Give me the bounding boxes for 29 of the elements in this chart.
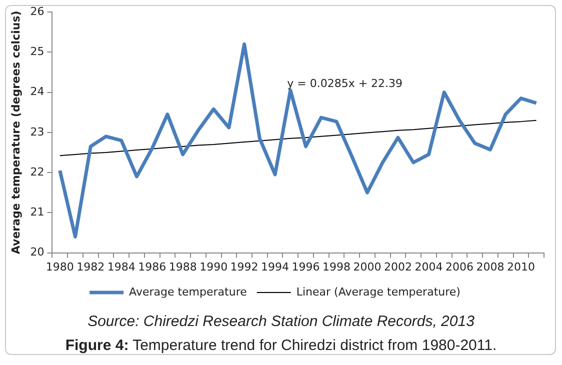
- x-tick-label: 2008: [476, 260, 504, 274]
- y-tick-label: 21: [30, 206, 44, 219]
- y-tick-label: 25: [30, 44, 44, 58]
- y-tick-label: 24: [30, 85, 44, 98]
- x-tick-label: 1992: [230, 260, 258, 274]
- y-tick-label: 26: [30, 4, 44, 18]
- x-tick-label: 1988: [168, 260, 197, 274]
- x-tick-label: 2010: [506, 260, 535, 274]
- y-tick-label: 22: [30, 165, 44, 178]
- x-tick-label: 2006: [445, 260, 474, 274]
- x-tick-label: 2002: [384, 260, 412, 274]
- x-tick-label: 1998: [322, 260, 351, 274]
- y-axis-title: Average temperature (degrees celcius): [9, 10, 22, 254]
- x-tick-label: 1984: [107, 260, 136, 274]
- y-tick-label: 23: [30, 125, 44, 138]
- source-note: Source: Chiredzi Research Station Climate Records, 2013: [86, 313, 476, 330]
- legend-label: Linear (Average temperature): [296, 285, 460, 298]
- x-tick-label: 1982: [76, 260, 105, 274]
- y-tick-label: 20: [30, 246, 44, 259]
- x-tick-label: 1994: [261, 260, 290, 274]
- x-tick-label: 1980: [46, 260, 74, 274]
- x-tick-label: 2004: [414, 260, 443, 274]
- x-tick-label: 2000: [353, 260, 382, 274]
- x-tick-label: 1990: [200, 260, 228, 274]
- x-tick-label: 1996: [292, 260, 320, 274]
- x-tick-label: 1986: [138, 260, 166, 274]
- caption: Figure 4: Temperature trend for Chiredzi district from 1980-2011.: [64, 337, 498, 354]
- legend-label: Average temperature: [129, 285, 248, 298]
- annotation: y = 0.0285x + 22.39: [287, 77, 403, 90]
